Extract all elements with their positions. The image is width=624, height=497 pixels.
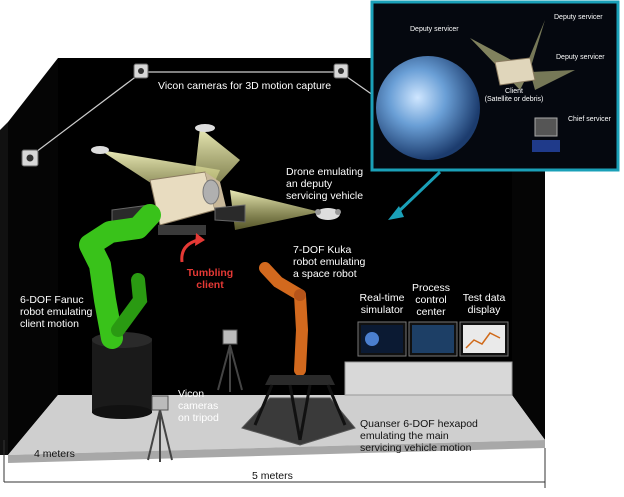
tripod-camera [147, 344, 243, 462]
kuka-label: 7-DOF Kuka robot emulating a space robot [293, 244, 366, 280]
tumbling-arrowhead [195, 233, 205, 246]
inset-deputy-label-3: Deputy servicer [556, 54, 605, 61]
kuka-robot [259, 262, 308, 376]
left-wall [8, 58, 58, 455]
inset-deputy-label-2: Deputy servicer [554, 14, 603, 21]
tumbling-label: Tumbling client [186, 267, 234, 291]
tripod-camera-head [222, 329, 238, 345]
vicon-camera-icon [21, 149, 39, 167]
inset-arrow [394, 170, 442, 216]
hexapod [241, 375, 356, 446]
tumbling-arrow [180, 238, 199, 263]
realtime-label: Real-time simulator [359, 292, 405, 316]
inset-arrowhead [388, 206, 404, 220]
left-wall-front [0, 122, 8, 455]
testdata-label: Test data display [462, 292, 506, 316]
dimension-5m-label: 5 meters [252, 470, 293, 482]
inset-chief-label: Chief servicer [568, 116, 611, 123]
earth-icon [376, 56, 480, 160]
drone-icon [91, 124, 341, 220]
fanuc-label: 6-DOF Fanuc robot emulating client motio… [20, 294, 93, 330]
vicon-camera-icon [133, 63, 149, 79]
dimension-4m-label: 4 meters [34, 448, 75, 460]
inset-deputy-label-1: Deputy servicer [410, 26, 459, 33]
process-label: Process control center [412, 282, 450, 318]
vicon-cameras-label: Vicon cameras for 3D motion capture [158, 80, 332, 92]
fanuc-robot [79, 204, 161, 419]
vicon-tripod-label: Vicon cameras on tripod [178, 388, 219, 424]
vicon-camera-icon [333, 63, 349, 79]
inset-client-label: Client (Satellite or debris) [484, 88, 544, 103]
control-desk [344, 321, 513, 396]
tripod-camera-head [151, 395, 169, 411]
floor-front-edge [8, 440, 545, 463]
dimension-lines [3, 440, 546, 488]
hexapod-label: Quanser 6-DOF hexapod emulating the main… [360, 418, 478, 454]
space-inset [370, 0, 620, 172]
drone-label: Drone emulating an deputy servicing vehi… [286, 166, 364, 202]
